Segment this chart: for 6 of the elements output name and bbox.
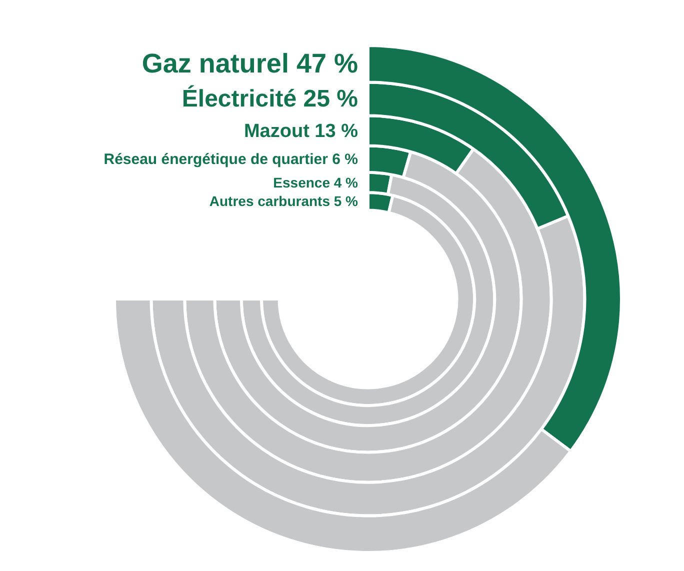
text: Autres carburants 5 % xyxy=(209,193,358,210)
text: Électricité 25 % xyxy=(182,86,358,113)
text: Réseau énergétique de quartier 6 % xyxy=(104,151,358,168)
text: Essence 4 % xyxy=(273,174,358,190)
text: Mazout 13 % xyxy=(244,120,358,142)
text: Gaz naturel 47 % xyxy=(142,48,358,78)
